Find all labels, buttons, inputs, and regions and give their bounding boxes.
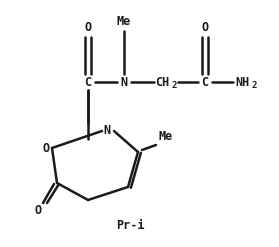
Text: Pr-i: Pr-i <box>116 219 144 231</box>
Text: O: O <box>34 204 42 217</box>
Text: O: O <box>43 142 50 155</box>
Text: 2: 2 <box>251 81 257 89</box>
Text: O: O <box>85 21 92 35</box>
Text: Me: Me <box>117 16 131 28</box>
Text: Me: Me <box>159 130 173 144</box>
Text: O: O <box>201 21 209 35</box>
Text: C: C <box>85 76 92 88</box>
Text: N: N <box>104 124 110 138</box>
Text: NH: NH <box>235 76 249 88</box>
Text: CH: CH <box>155 76 169 88</box>
Text: N: N <box>121 76 128 88</box>
Text: C: C <box>201 76 209 88</box>
Text: 2: 2 <box>171 81 177 89</box>
